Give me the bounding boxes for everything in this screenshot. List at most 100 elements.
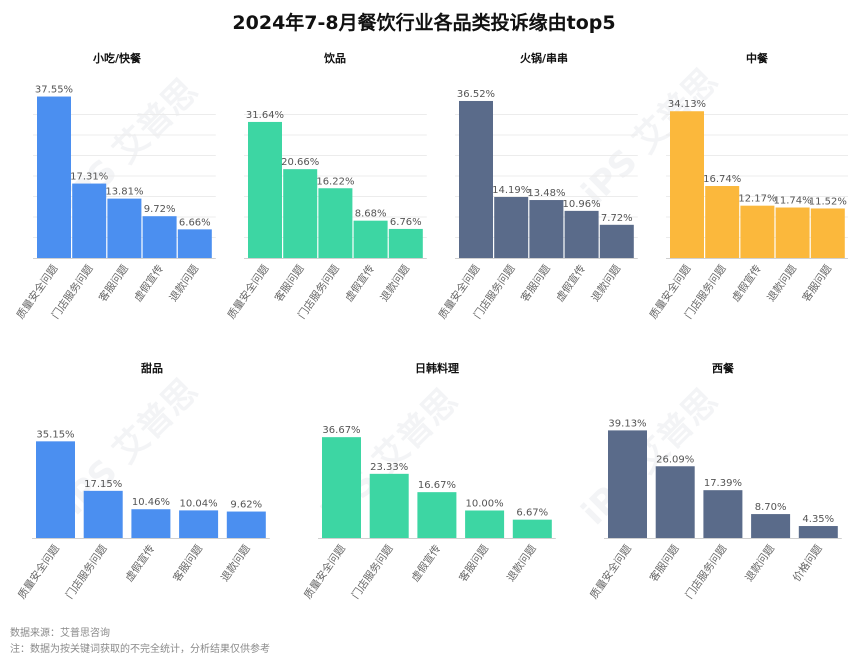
bar-5[interactable] <box>388 228 423 258</box>
panel-title: 中餐 <box>746 51 769 65</box>
bar-5[interactable] <box>177 229 212 258</box>
data-label: 13.81% <box>105 187 143 198</box>
data-label: 6.76% <box>390 217 422 228</box>
disclaimer-note: 注：数据为按关键词获取的不完全统计，分析结果仅供参考 <box>10 644 270 655</box>
category-label: 门店服务问题 <box>683 542 730 601</box>
category-label: 虚假宣传 <box>342 262 377 304</box>
bar-2[interactable] <box>283 169 318 258</box>
source-note: 数据来源：艾普思咨询 <box>10 628 110 639</box>
data-label: 16.67% <box>418 480 456 491</box>
bar-3[interactable] <box>107 198 142 258</box>
panel-title: 日韩料理 <box>415 361 459 375</box>
category-label: 质量安全问题 <box>15 542 62 601</box>
category-label: 虚假宣传 <box>553 262 588 304</box>
panel-title: 甜品 <box>141 361 163 375</box>
panel-title: 火锅/串串 <box>520 51 568 65</box>
category-label: 门店服务问题 <box>63 542 110 601</box>
bar-1[interactable] <box>459 100 493 259</box>
footer: 数据来源：艾普思咨询 注：数据为按关键词获取的不完全统计，分析结果仅供参考 <box>10 626 270 658</box>
data-label: 20.66% <box>281 157 319 168</box>
bar-3[interactable] <box>703 490 743 538</box>
bar-4[interactable] <box>142 216 177 258</box>
bar-5[interactable] <box>512 519 552 538</box>
bar-4[interactable] <box>179 510 219 538</box>
data-label: 12.17% <box>738 194 776 205</box>
bar-1[interactable] <box>670 111 704 258</box>
data-label: 10.46% <box>132 497 170 508</box>
category-label: 退款问题 <box>589 262 624 304</box>
data-label: 8.70% <box>755 502 787 513</box>
data-label: 34.13% <box>668 99 706 110</box>
data-label: 36.52% <box>457 89 495 100</box>
data-label: 7.72% <box>601 213 633 224</box>
bar-1[interactable] <box>608 430 647 538</box>
data-label: 4.35% <box>802 514 834 525</box>
data-label: 17.15% <box>84 479 122 490</box>
category-label: 质量安全问题 <box>587 542 634 601</box>
bar-4[interactable] <box>564 210 599 258</box>
data-label: 6.67% <box>516 508 548 519</box>
bar-4[interactable] <box>751 514 791 538</box>
data-label: 17.39% <box>704 478 742 489</box>
bar-2[interactable] <box>72 183 107 258</box>
bar-3[interactable] <box>417 492 457 538</box>
data-label: 16.74% <box>703 174 741 185</box>
category-label: 退款问题 <box>378 262 413 304</box>
category-label: 质量安全问题 <box>225 262 272 321</box>
data-label: 10.04% <box>180 498 218 509</box>
data-label: 17.31% <box>70 172 108 183</box>
category-label: 虚假宣传 <box>409 542 444 584</box>
data-label: 16.22% <box>316 176 354 187</box>
bar-3[interactable] <box>529 200 564 258</box>
category-label: 价格问题 <box>790 542 825 584</box>
bar-5[interactable] <box>798 526 838 538</box>
data-label: 26.09% <box>656 454 694 465</box>
category-label: 虚假宣传 <box>123 542 158 584</box>
data-label: 9.72% <box>144 204 176 215</box>
bar-3[interactable] <box>740 205 775 258</box>
bar-4[interactable] <box>465 510 505 539</box>
bar-2[interactable] <box>705 186 740 258</box>
data-label: 11.74% <box>774 196 812 207</box>
category-label: 退款问题 <box>504 542 539 584</box>
data-label: 37.55% <box>35 85 73 96</box>
data-label: 13.48% <box>527 188 565 199</box>
bar-5[interactable] <box>599 224 634 258</box>
bar-1[interactable] <box>248 121 282 258</box>
category-label: 退款问题 <box>742 542 777 584</box>
category-label: 退款问题 <box>764 262 799 304</box>
category-label: 退款问题 <box>167 262 202 304</box>
bar-1[interactable] <box>37 96 71 258</box>
chart-title: 2024年7-8月餐饮行业各品类投诉缘由top5 <box>232 12 616 34</box>
bar-4[interactable] <box>775 207 810 258</box>
category-label: 客服问题 <box>647 542 682 584</box>
category-label: 客服问题 <box>456 542 491 584</box>
bar-2[interactable] <box>83 490 123 538</box>
bar-2[interactable] <box>369 473 409 538</box>
data-label: 9.62% <box>230 500 262 511</box>
category-label: 客服问题 <box>272 262 307 304</box>
data-label: 10.96% <box>563 199 601 210</box>
data-label: 36.67% <box>322 425 360 436</box>
bar-3[interactable] <box>131 509 171 538</box>
category-label: 门店服务问题 <box>349 542 396 601</box>
bar-4[interactable] <box>353 220 388 258</box>
bar-5[interactable] <box>810 208 845 258</box>
data-label: 39.13% <box>608 418 646 429</box>
data-label: 23.33% <box>370 462 408 473</box>
bar-1[interactable] <box>36 441 75 538</box>
bar-5[interactable] <box>226 511 266 538</box>
data-label: 31.64% <box>246 110 284 121</box>
data-label: 8.68% <box>355 209 387 220</box>
category-label: 虚假宣传 <box>131 262 166 304</box>
bar-2[interactable] <box>494 196 529 258</box>
category-label: 质量安全问题 <box>301 542 348 601</box>
bar-2[interactable] <box>655 466 695 538</box>
category-label: 客服问题 <box>518 262 553 304</box>
bar-3[interactable] <box>318 188 353 258</box>
data-label: 35.15% <box>36 429 74 440</box>
panel-title: 小吃/快餐 <box>92 51 142 65</box>
bar-1[interactable] <box>322 437 361 538</box>
category-label: 虚假宣传 <box>729 262 764 304</box>
